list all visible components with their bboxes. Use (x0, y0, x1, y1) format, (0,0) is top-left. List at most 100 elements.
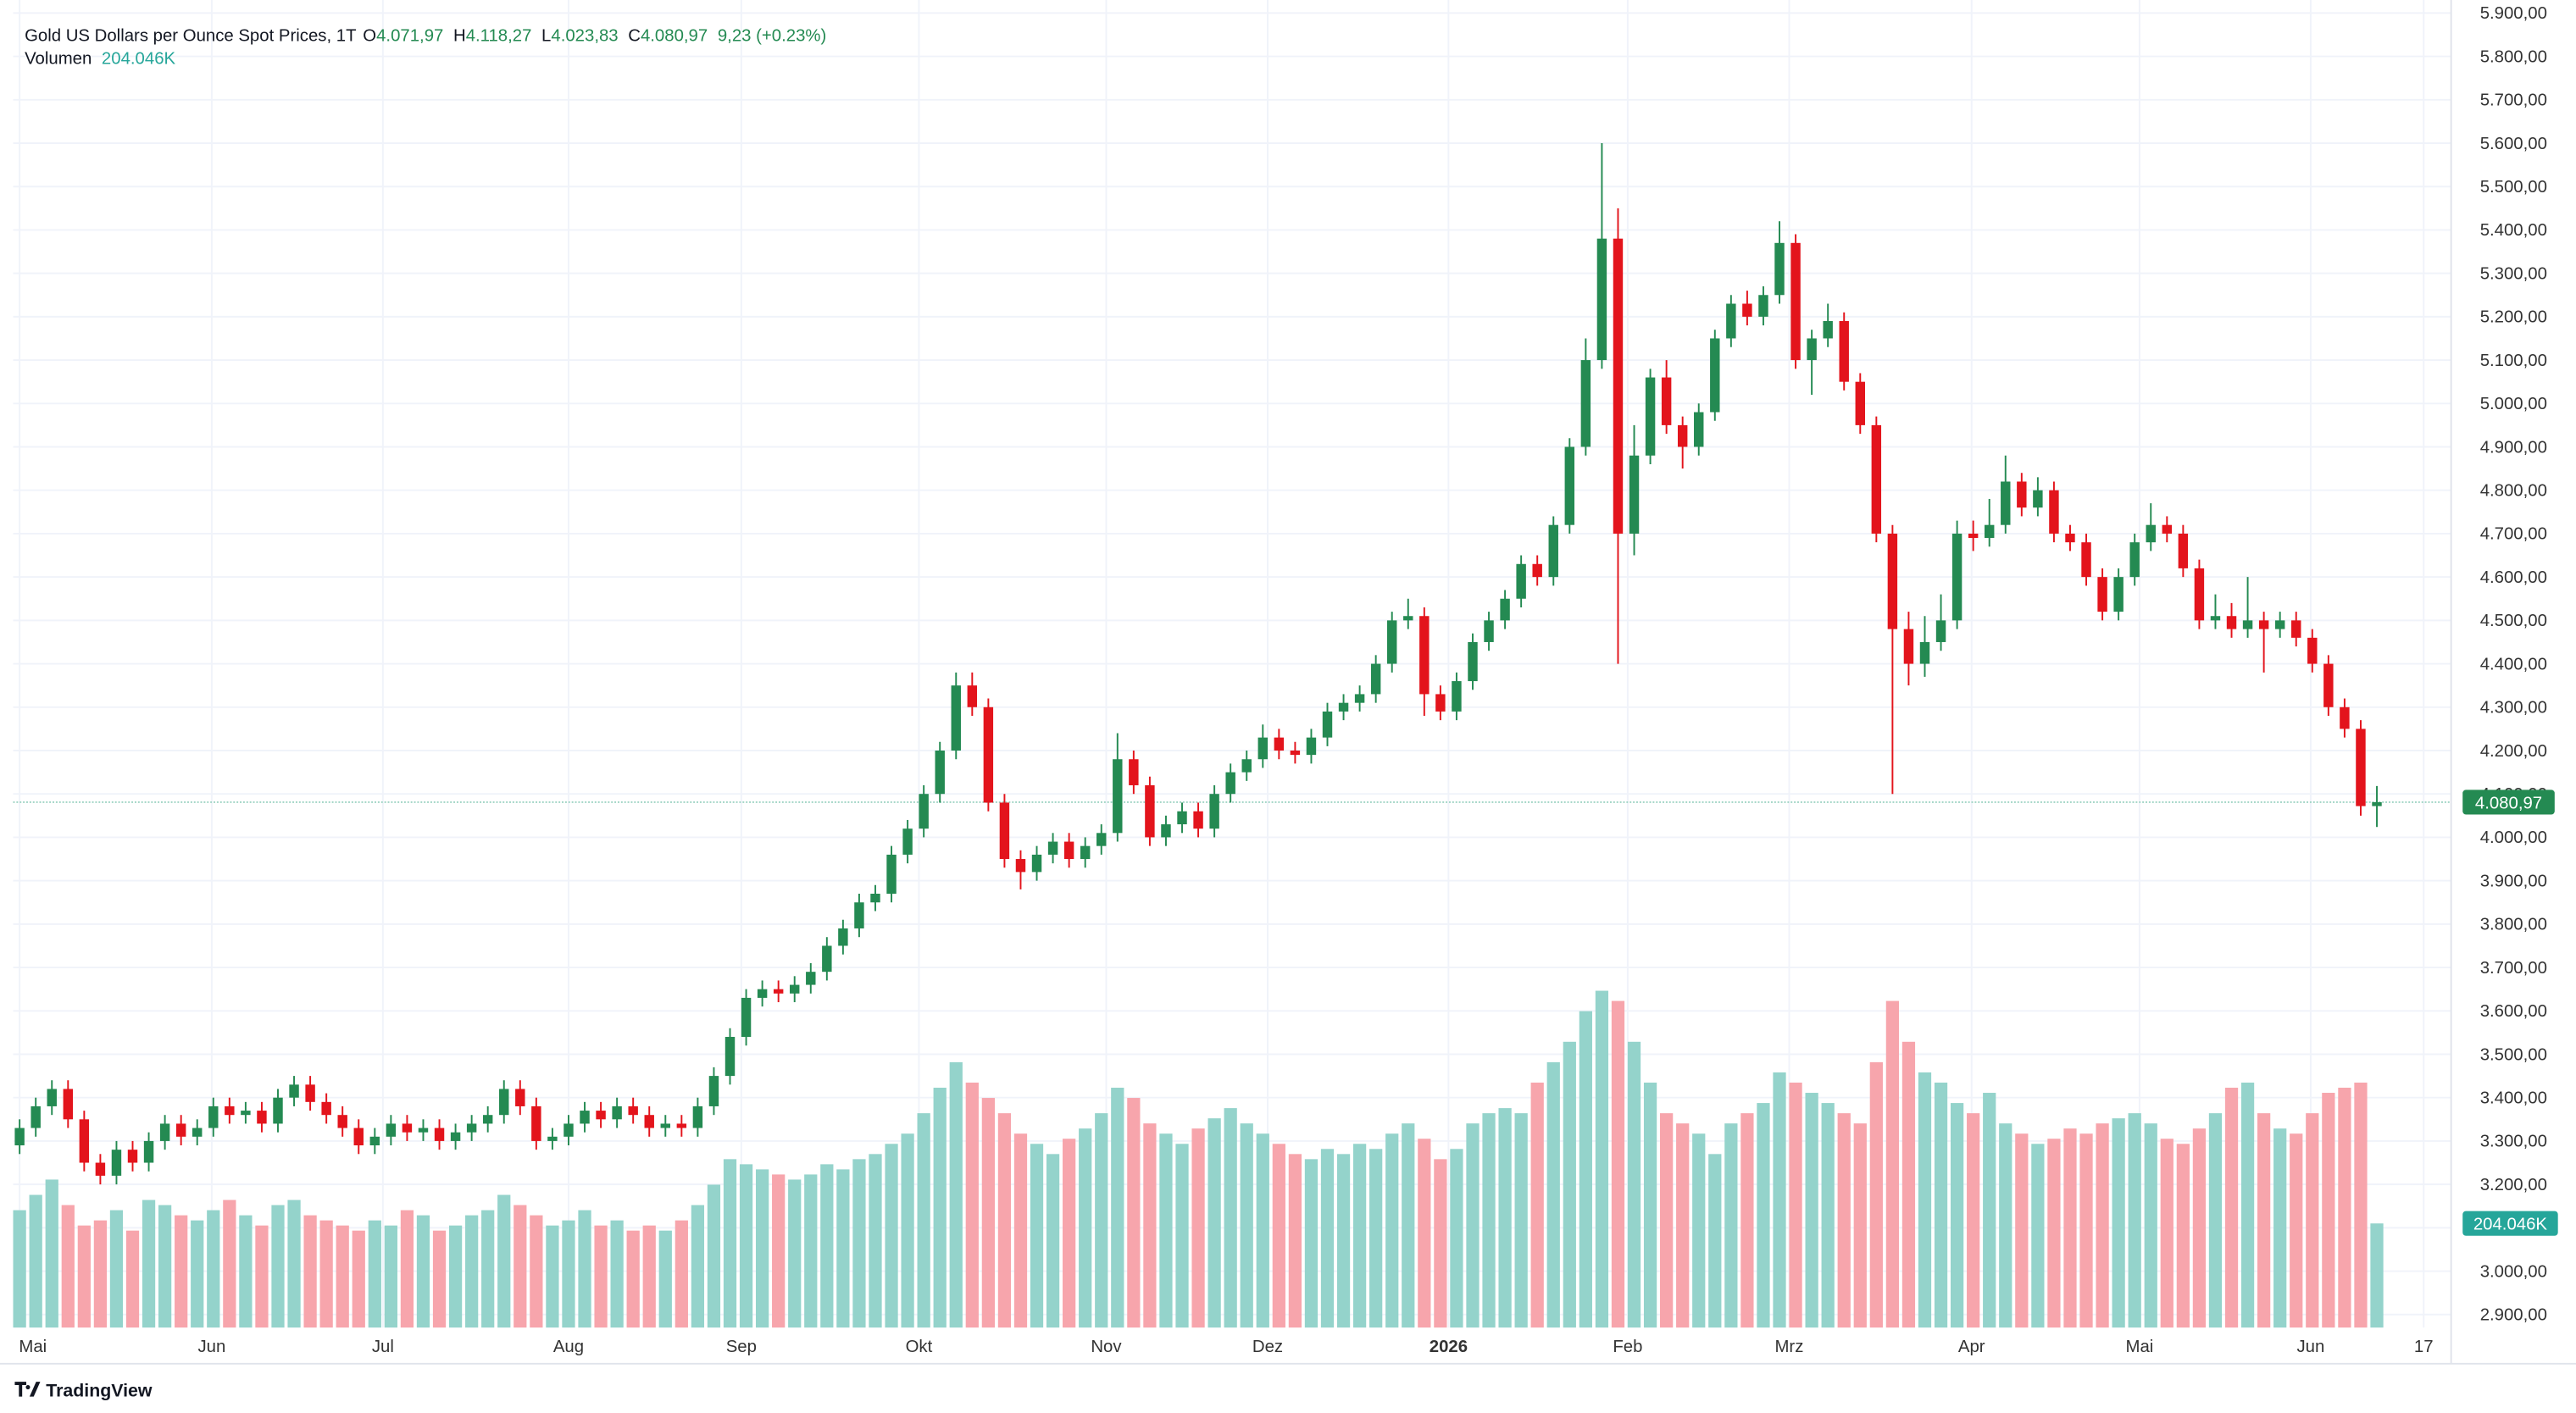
candle-body (2210, 616, 2221, 621)
candle-body (337, 1115, 347, 1128)
candle-body (2178, 533, 2189, 568)
x-tick-label: Aug (553, 1338, 584, 1356)
volume-pane (13, 990, 2384, 1328)
candle-body (902, 828, 913, 855)
volume-bar (772, 1174, 786, 1328)
candle-body (1468, 641, 1478, 682)
candle-body (1580, 360, 1591, 447)
volume-bar (901, 1133, 914, 1328)
volume-bar (1498, 1108, 1512, 1328)
volume-bar (271, 1205, 285, 1328)
axes: 2.900,003.000,003.100,003.200,003.300,00… (19, 4, 2558, 1356)
volume-bar (658, 1230, 672, 1328)
volume-bar (384, 1225, 397, 1328)
volume-bar (626, 1230, 640, 1328)
volume-bar (336, 1225, 349, 1328)
x-tick-label: Sep (726, 1338, 757, 1356)
candle-body (967, 685, 978, 707)
volume-bar (530, 1215, 543, 1328)
legend-key: O (363, 26, 376, 45)
candle-body (1015, 859, 1026, 873)
candle-body (822, 945, 832, 972)
volume-bar (1579, 1011, 1592, 1328)
candle-body (757, 989, 768, 998)
y-tick-label: 3.600,00 (2480, 1002, 2547, 1021)
candle-body (1984, 524, 1995, 539)
candle-body (2113, 577, 2124, 612)
volume-bar (1111, 1088, 1124, 1328)
candle-body (450, 1132, 461, 1141)
y-tick-label: 5.000,00 (2480, 395, 2547, 413)
volume-bar (723, 1159, 737, 1328)
candle-body (111, 1150, 122, 1176)
candle-body (1274, 737, 1285, 751)
volume-bar (1385, 1133, 1399, 1328)
candle-body (983, 706, 994, 803)
volume-bar (497, 1194, 511, 1328)
y-tick-label: 4.500,00 (2480, 612, 2547, 630)
volume-bar (1175, 1144, 1189, 1328)
volume-bar (1272, 1144, 1285, 1328)
candle-body (353, 1128, 364, 1146)
candle-body (386, 1123, 397, 1137)
volume-bar (836, 1169, 850, 1328)
volume-bar (1450, 1149, 1463, 1328)
volume-bar (1320, 1149, 1335, 1328)
volume-bar (416, 1215, 430, 1328)
volume-bar (1046, 1154, 1060, 1328)
volume-bar (2322, 1093, 2335, 1328)
x-tick-label: 17 (2414, 1338, 2434, 1356)
volume-bar (1336, 1154, 1351, 1328)
candle-body (1629, 455, 1640, 534)
candle-body (708, 1076, 719, 1106)
candle-body (935, 750, 945, 795)
candle-body (192, 1128, 203, 1137)
candle-body (2129, 542, 2140, 578)
volume-bar (885, 1144, 898, 1328)
candle-body (1548, 524, 1558, 578)
candle-body (31, 1105, 41, 1128)
candle-body (724, 1037, 736, 1077)
ohlc-legend: O4.071,97 H4.118,27 L4.023,83 C4.080,97 (363, 26, 708, 45)
candle-body (241, 1111, 251, 1116)
x-tick-label: Jul (372, 1338, 394, 1356)
volume-bar (1708, 1154, 1722, 1328)
volume-bar (2112, 1118, 2125, 1328)
y-tick-label: 5.600,00 (2480, 135, 2547, 153)
candle-body (2017, 481, 2027, 508)
candle-body (273, 1097, 283, 1124)
candle-body (95, 1162, 106, 1176)
y-tick-label: 5.800,00 (2480, 47, 2547, 66)
volume-bar (29, 1194, 42, 1328)
y-tick-label: 3.400,00 (2480, 1089, 2547, 1107)
volume-bar (1466, 1123, 1480, 1328)
candle-body (1290, 750, 1301, 756)
volume-bar (303, 1215, 317, 1328)
y-tick-label: 4.900,00 (2480, 438, 2547, 457)
x-tick-label: Okt (906, 1338, 933, 1356)
candle-body (1080, 845, 1091, 860)
candle-body (2307, 637, 2318, 664)
volume-bar (2354, 1082, 2368, 1328)
candle-body (1145, 784, 1155, 838)
candle-body (289, 1084, 299, 1098)
candle-body (14, 1128, 25, 1146)
candle-body (1096, 833, 1107, 846)
volume-bar (1208, 1118, 1221, 1328)
candle-body (692, 1105, 703, 1128)
volume-bar (2160, 1139, 2174, 1328)
candle-body (1823, 320, 1833, 339)
candle-body (1758, 295, 1768, 317)
volume-bar (1013, 1133, 1028, 1328)
candle-body (1322, 711, 1333, 738)
volume-bar (965, 1082, 979, 1328)
volume-bar (1643, 1082, 1657, 1328)
y-tick-label: 5.300,00 (2480, 264, 2547, 283)
volume-bar (13, 1210, 26, 1328)
candle-body (159, 1123, 170, 1141)
volume-bar (1288, 1154, 1302, 1328)
volume-bar (1191, 1128, 1205, 1328)
candle-body (547, 1136, 558, 1141)
volume-bar (207, 1210, 220, 1328)
